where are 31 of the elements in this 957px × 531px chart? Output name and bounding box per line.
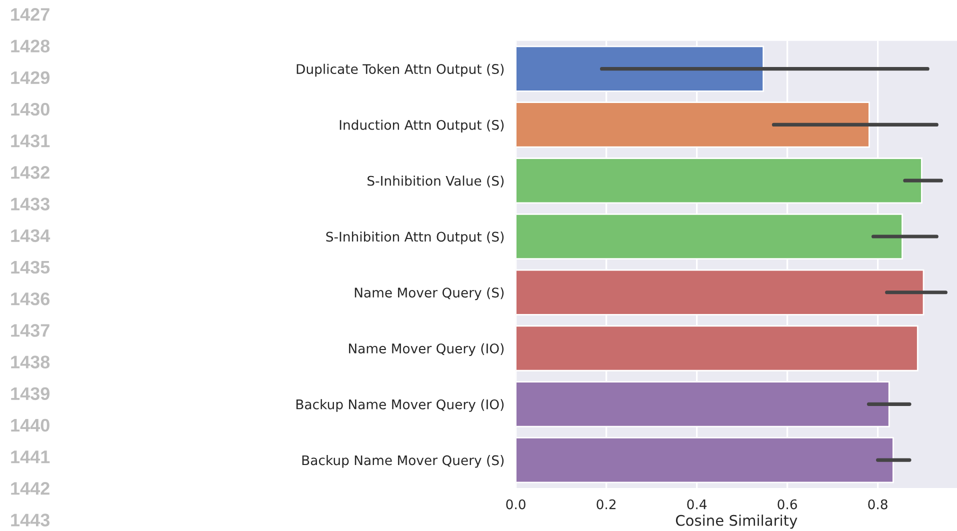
y-tick-label: Duplicate Token Attn Output (S) [296,64,504,77]
text: 1431 [11,134,50,148]
text: 1429 [11,71,50,84]
text: 1443 [11,514,50,526]
text: 1427 [11,8,50,21]
x-tick-label: 0.2 [596,499,616,510]
y-tick-label: Backup Name Mover Query (S) [302,455,504,468]
text: 1434 [11,229,50,242]
text: 1433 [11,198,50,210]
y-tick-label: Induction Attn Output (S) [340,120,504,132]
text: 1438 [11,356,50,368]
text: 1436 [11,292,50,306]
text: 1440 [11,418,50,432]
text: 1441 [11,450,50,464]
text: 1439 [11,387,50,400]
text: 1437 [11,324,50,337]
text: 1428 [11,40,50,52]
x-tick-label: 0.8 [868,499,888,510]
text: 1432 [11,166,50,179]
y-tick-label: S-Inhibition Value (S) [368,176,504,188]
x-tick-label: 0.4 [687,499,707,510]
y-tick-label: Name Mover Query (IO) [349,343,504,356]
text: 1430 [11,102,50,116]
x-tick-label: 0.6 [778,499,797,510]
text: 1435 [11,260,50,274]
x-tick-label: 0.0 [506,499,526,510]
y-tick-label: Backup Name Mover Query (IO) [296,399,504,412]
y-tick-label: S-Inhibition Attn Output (S) [326,231,504,244]
y-tick-label: Name Mover Query (S) [354,287,504,300]
x-axis-title: Cosine Similarity [676,514,798,529]
text: 1442 [11,482,50,495]
